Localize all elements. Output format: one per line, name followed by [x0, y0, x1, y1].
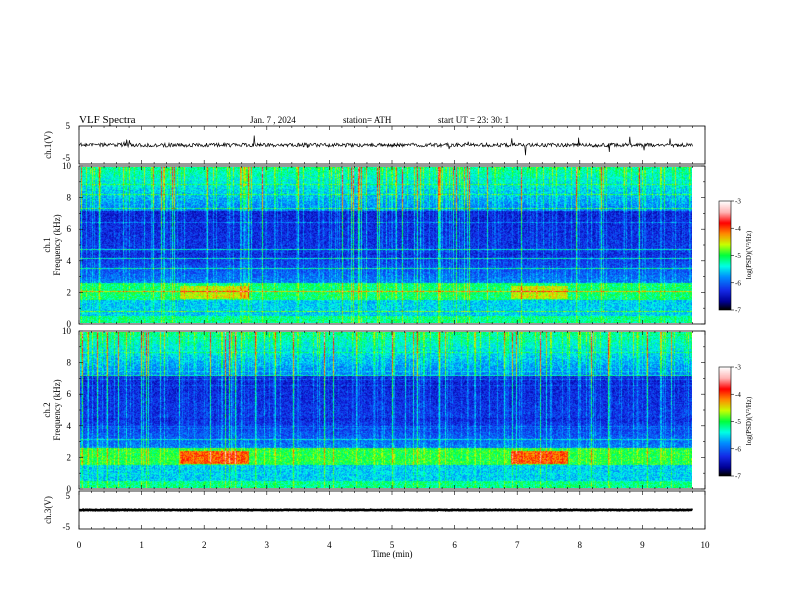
- colorbar-tick-label: -4: [735, 391, 741, 399]
- x-tick-label: 10: [701, 540, 711, 550]
- colorbar-tick-label: -4: [735, 225, 741, 233]
- colorbar-tick-label: -3: [735, 364, 741, 372]
- x-tick-label: 9: [640, 540, 645, 550]
- colorbar-tick-label: -5: [735, 252, 741, 260]
- figure-title: VLF Spectra: [79, 114, 136, 126]
- ch3-ytick-bottom: -5: [63, 522, 71, 532]
- ch2-colorbar: [719, 367, 731, 476]
- colorbar-tick-label: -6: [735, 279, 741, 287]
- x-tick-label: 3: [265, 540, 270, 550]
- y-tick-label: 6: [67, 389, 72, 399]
- x-tick-label: 2: [202, 540, 207, 550]
- colorbar-tick-label: -7: [735, 473, 741, 481]
- x-tick-label: 8: [578, 540, 583, 550]
- ch1-ylabel: ch.1(V): [43, 131, 53, 159]
- x-tick-label: 6: [452, 540, 457, 550]
- x-tick-label: 5: [390, 540, 395, 550]
- start-time-label: start UT = 23: 30: 1: [438, 115, 509, 125]
- y-tick-label: 0: [67, 319, 72, 329]
- time-axis: 0 1 2 3 4 5 6 7 8 9 10: [77, 126, 710, 550]
- ch3-ylabel: ch.3(V): [43, 496, 53, 524]
- ch1-spectrogram-ylabel-channel: ch.1: [42, 237, 52, 252]
- colorbar-tick-label: -6: [735, 445, 741, 453]
- ch3-waveform-panel: 5 -5 ch.3(V): [43, 490, 706, 532]
- colorbar-tick-label: -5: [735, 418, 741, 426]
- ch1-waveform-trace: [78, 135, 693, 156]
- y-tick-label: 2: [67, 287, 72, 297]
- ch2-colorbar-label: log(PSD)(V²/Hz): [745, 396, 753, 445]
- y-tick-label: 10: [62, 326, 72, 336]
- ch1-spectrogram-image: [80, 167, 692, 323]
- y-tick-label: 4: [67, 421, 72, 431]
- ch1-colorbar: [719, 201, 731, 310]
- date-label: Jan. 7 , 2024: [250, 115, 296, 125]
- y-tick-label: 2: [67, 452, 72, 462]
- colorbar-tick-label: -3: [735, 198, 741, 206]
- ch3-waveform-trace: [79, 507, 694, 512]
- x-tick-label: 4: [327, 540, 332, 550]
- ch1-spectrogram-ylabel-frequency: Frequency (kHz): [52, 214, 62, 275]
- y-tick-label: 8: [67, 193, 72, 203]
- x-tick-label: 0: [77, 540, 82, 550]
- x-tick-label: 7: [515, 540, 520, 550]
- colorbar-tick-label: -7: [735, 307, 741, 315]
- ch1-colorbar-label: log(PSD)(V²/Hz): [745, 230, 753, 279]
- x-tick-label: 1: [139, 540, 144, 550]
- station-label: station= ATH: [343, 115, 392, 125]
- ch2-spectrogram-ylabel-frequency: Frequency (kHz): [52, 379, 62, 440]
- y-tick-label: 6: [67, 224, 72, 234]
- ch1-ytick-bottom: -5: [63, 153, 71, 163]
- ch2-spectrogram-ylabel-channel: ch.2: [42, 402, 52, 417]
- ch1-ytick-top: 5: [66, 121, 71, 131]
- ch3-ytick-top: 5: [66, 491, 71, 501]
- ch1-waveform-panel: 5 -5 ch.1(V): [43, 121, 706, 165]
- ch2-spectrogram-image: [80, 332, 692, 488]
- time-axis-label: Time (min): [372, 549, 413, 559]
- y-tick-label: 8: [67, 358, 72, 368]
- y-tick-label: 10: [62, 161, 72, 171]
- y-tick-label: 4: [67, 256, 72, 266]
- y-tick-label: 0: [67, 484, 72, 494]
